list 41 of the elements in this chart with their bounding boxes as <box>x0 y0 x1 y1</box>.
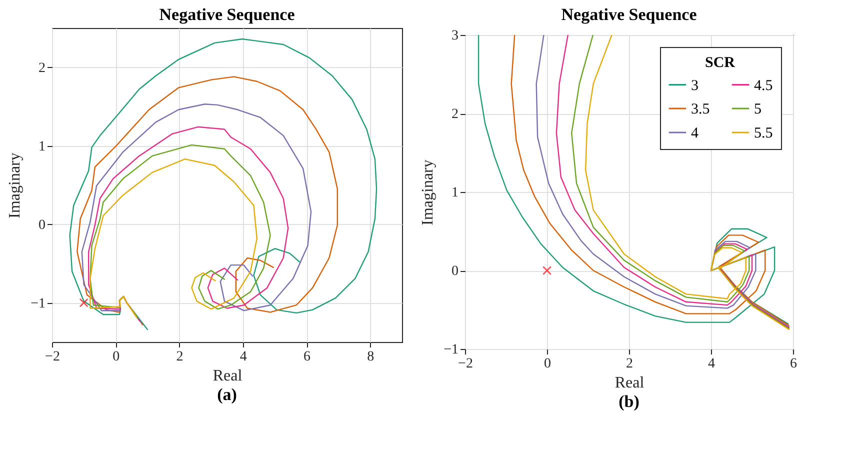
y-tick-label: −1 <box>444 342 458 358</box>
y-axis-title: Imaginary <box>6 152 24 218</box>
x-tick-label: −2 <box>458 356 473 372</box>
y-tick-label: 3 <box>452 28 458 44</box>
legend-label: 3.5 <box>691 102 710 118</box>
line-series <box>90 144 271 320</box>
legend-label: 3 <box>691 78 698 94</box>
x-tick-label: 4 <box>708 356 715 372</box>
legend-title: SCR <box>704 55 736 71</box>
line-series <box>69 38 378 330</box>
chart-title: Negative Sequence <box>159 5 296 24</box>
x-axis-title: Real <box>614 374 645 392</box>
line-series <box>76 76 338 326</box>
text: (a) <box>217 385 237 404</box>
x-axis-title: Real <box>212 368 243 384</box>
y-tick-label: 2 <box>452 107 458 122</box>
chart-title: Negative Sequence <box>561 5 698 24</box>
text: (b) <box>618 392 640 411</box>
legend-label: 4.5 <box>754 78 773 94</box>
line-series <box>88 126 289 322</box>
y-tick-label: 0 <box>38 218 46 233</box>
legend-label: 5 <box>754 102 762 118</box>
x-tick-label: 0 <box>544 356 551 372</box>
x-tick-label: 8 <box>367 350 374 364</box>
y-tick-label: −1 <box>30 296 46 312</box>
x-tick-label: −2 <box>45 350 60 364</box>
y-tick-label: 1 <box>38 139 46 154</box>
line-series <box>81 104 312 323</box>
x-tick-label: 6 <box>304 350 311 364</box>
x-tick-label: 2 <box>176 350 184 364</box>
x-tick-label: 6 <box>790 356 797 372</box>
y-tick-label: 2 <box>38 60 46 76</box>
y-axis-title: Imaginary <box>420 160 437 226</box>
y-tick-label: 0 <box>452 264 458 279</box>
line-series <box>90 158 258 318</box>
x-tick-label: 0 <box>112 350 120 364</box>
legend-label: 5.5 <box>754 126 773 142</box>
x-tick-label: 2 <box>626 356 633 372</box>
y-tick-label: 1 <box>452 186 458 200</box>
legend-label: 4 <box>691 126 699 142</box>
x-tick-label: 4 <box>240 350 247 364</box>
